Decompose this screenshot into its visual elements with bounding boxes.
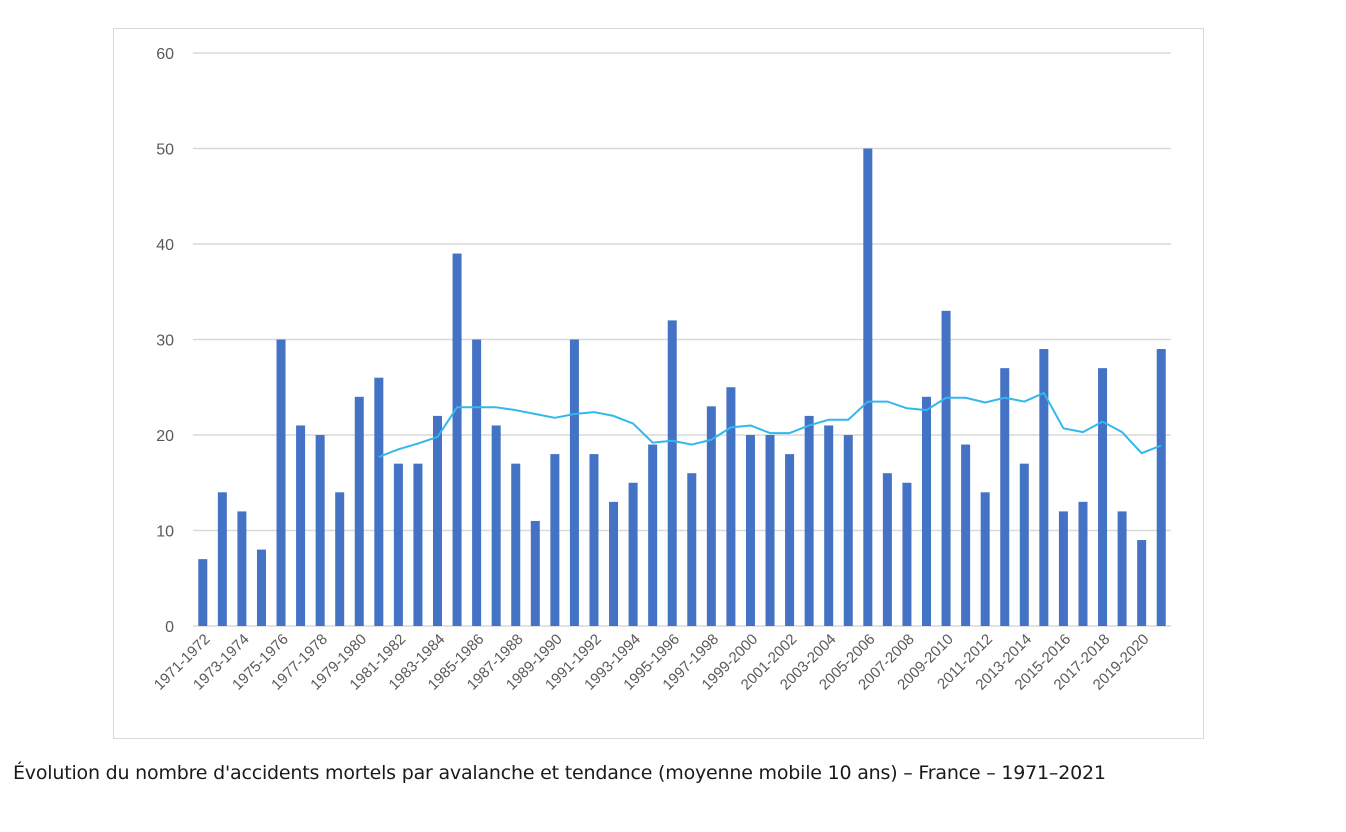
bar-1987-1988 [511,463,521,626]
bar-1993-1994 [628,482,638,626]
bar-2012-2013 [1000,368,1010,626]
y-tick-label: 10 [156,524,174,541]
bar-1995-1996 [667,320,677,626]
bar-1992-1993 [609,501,619,626]
bar-2018-2019 [1117,511,1127,626]
bar-1989-1990 [550,454,560,626]
bar-1999-2000 [745,435,755,626]
bar-1998-1999 [726,387,736,626]
x-axis-tick-labels: 1971-19721973-19741975-19761977-19781979… [151,631,1153,694]
y-tick-label: 30 [156,333,174,350]
bar-1984-1985 [452,253,462,627]
bar-1974-1975 [256,549,266,626]
bar-2016-2017 [1078,501,1088,626]
bar-1972-1973 [217,492,227,626]
y-axis-tick-labels: 0 10 20 30 40 50 60 [156,46,174,636]
bar-1982-1983 [413,463,423,626]
trend-series [378,391,1162,458]
bar-1981-1982 [393,463,403,626]
bar-1988-1989 [530,520,540,626]
bar-1991-1992 [589,454,599,626]
bar-2000-2001 [765,435,775,626]
y-tick-label: 20 [156,428,174,445]
y-tick-label: 0 [165,619,174,636]
trend-line [378,391,1162,458]
bar-2017-2018 [1098,368,1108,626]
bar-2013-2014 [1019,463,1029,626]
bar-1996-1997 [687,473,697,626]
y-tick-label: 40 [156,237,174,254]
bar-2004-2005 [843,435,853,626]
y-tick-label: 50 [156,142,174,159]
bar-1977-1978 [315,435,325,626]
figure-caption: Évolution du nombre d'accidents mortels … [13,762,1106,784]
bar-1983-1984 [433,415,442,626]
bar-1971-1972 [198,559,208,626]
bar-2001-2002 [785,454,795,626]
bar-1986-1987 [491,425,501,626]
bar-2015-2016 [1058,511,1068,626]
bar-2010-2011 [961,444,971,626]
bar-1985-1986 [472,339,482,626]
bar-2003-2004 [824,425,834,626]
y-tick-label: 60 [156,46,174,63]
bar-1979-1980 [354,396,364,626]
bar-2006-2007 [882,473,892,626]
bar-1990-1991 [569,339,579,626]
bar-1978-1979 [335,492,345,626]
bar-1994-1995 [648,444,658,626]
bar-1980-1981 [374,377,384,626]
bar-1997-1998 [706,406,716,626]
bar-1973-1974 [237,511,247,626]
bar-2007-2008 [902,482,912,626]
bar-2005-2006 [863,148,873,626]
bar-1976-1977 [296,425,306,626]
bar-2014-2015 [1039,349,1049,626]
bar-2009-2010 [941,310,951,626]
bar-2020-2021 [1156,349,1166,626]
chart-plot: 0 10 20 30 40 50 60 1971-19721973-19741975-197… [151,46,1171,694]
bar-2002-2003 [804,415,814,626]
bar-2019-2020 [1137,540,1147,626]
bar-series [198,148,1166,627]
bar-2011-2012 [980,492,990,626]
bar-2008-2009 [922,396,931,626]
bar-1975-1976 [276,339,286,626]
